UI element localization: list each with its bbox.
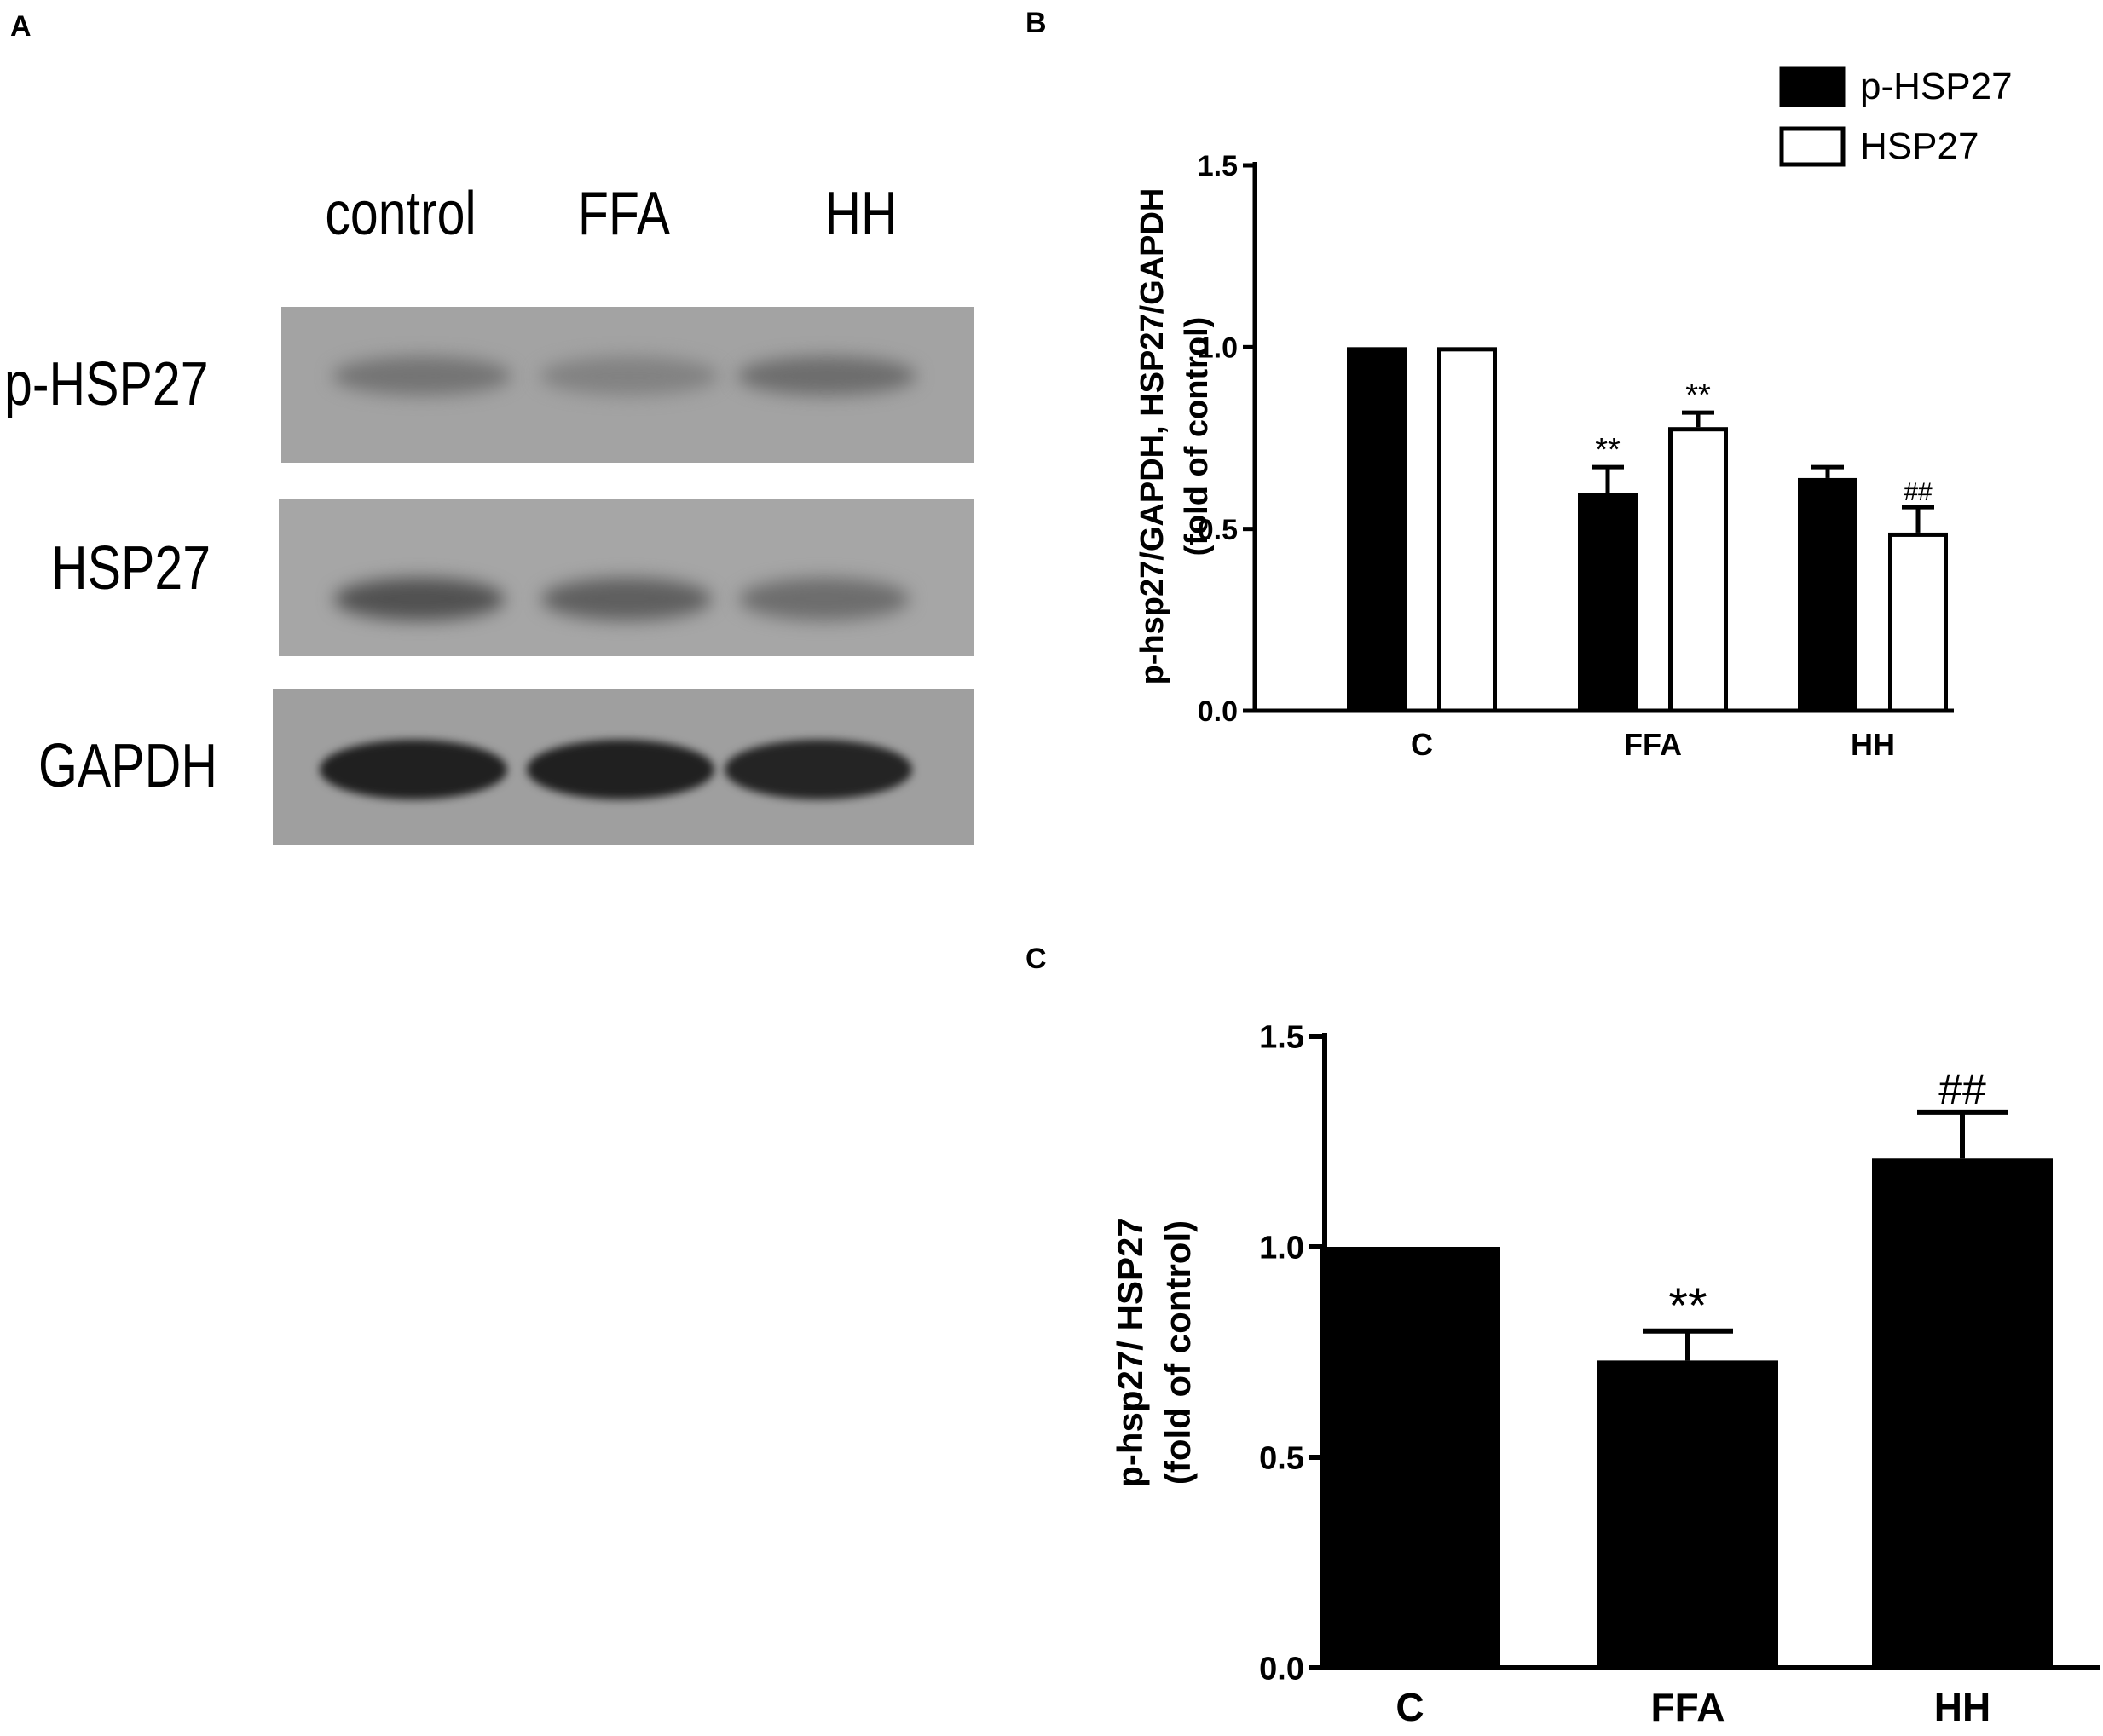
chart-c-significance-mark: ## bbox=[1938, 1065, 1986, 1113]
chart-b-x-tick-label: C bbox=[1411, 727, 1433, 762]
blot-strip-hsp27 bbox=[279, 499, 974, 656]
band-gapdh-2 bbox=[527, 740, 714, 799]
band-p-hsp27-2 bbox=[540, 356, 719, 395]
chart-b-legend: p-HSP27 HSP27 bbox=[1779, 66, 2013, 167]
chart-b-significance-mark: ** bbox=[1685, 378, 1711, 413]
chart-b-x-tick-label: HH bbox=[1851, 727, 1895, 762]
band-gapdh-1 bbox=[320, 740, 507, 799]
chart-b-bar bbox=[1578, 493, 1638, 713]
chart-c-y-axis-label: p-hsp27/ HSP27 bbox=[1110, 1217, 1150, 1487]
band-gapdh-3 bbox=[725, 740, 912, 799]
band-hsp27-3 bbox=[739, 578, 910, 620]
chart-b-significance-mark: ** bbox=[1595, 432, 1621, 468]
chart-b-y-tick-label: 1.5 bbox=[1198, 150, 1238, 182]
lane-label-hh: HH bbox=[824, 180, 898, 248]
panel-a-letter: A bbox=[10, 10, 32, 43]
chart-b-bar bbox=[1798, 477, 1857, 713]
panel-c-letter: C bbox=[1026, 943, 1047, 975]
chart-c-x-tick-label: C bbox=[1395, 1685, 1424, 1729]
chart-b-y-tick-label: 1.0 bbox=[1198, 332, 1238, 365]
legend-swatch-p-hsp27 bbox=[1779, 66, 1846, 107]
blot-strip-p-hsp27 bbox=[281, 307, 974, 463]
chart-b-y-tick-label: 0.0 bbox=[1198, 695, 1238, 728]
chart-c-significance-mark: ** bbox=[1668, 1278, 1707, 1334]
chart-c-y-tick-label: 0.0 bbox=[1259, 1652, 1304, 1687]
chart-b-y-axis-label: (fold of control) bbox=[1179, 317, 1215, 557]
row-label-hsp27: HSP27 bbox=[51, 534, 211, 603]
chart-c-y-tick-label: 1.0 bbox=[1259, 1231, 1304, 1266]
chart-b-y-axis-label: p-hsp27/GAPDH, HSP27/GAPDH bbox=[1135, 188, 1170, 685]
lane-label-control: control bbox=[325, 180, 477, 248]
chart-b-y-tick-label: 0.5 bbox=[1198, 514, 1238, 546]
row-label-p-hsp27: p-HSP27 bbox=[4, 350, 209, 418]
chart-c-x-tick-label: HH bbox=[1934, 1685, 1990, 1729]
chart-b-x-tick-label: FFA bbox=[1624, 727, 1682, 762]
legend-swatch-hsp27 bbox=[1779, 126, 1846, 167]
legend-label-p-hsp27: p-HSP27 bbox=[1860, 66, 2013, 107]
chart-b-bar bbox=[1668, 427, 1728, 713]
band-p-hsp27-3 bbox=[737, 356, 916, 395]
chart-c-y-axis-label: (fold of control) bbox=[1158, 1220, 1198, 1485]
chart-c-y-tick-label: 0.5 bbox=[1259, 1441, 1304, 1477]
row-label-gapdh: GAPDH bbox=[38, 732, 217, 800]
legend-label-hsp27: HSP27 bbox=[1860, 125, 1979, 167]
band-hsp27-2 bbox=[541, 578, 712, 620]
chart-b-bar bbox=[1888, 532, 1948, 713]
panel-b-letter: B bbox=[1026, 7, 1047, 39]
blot-strip-gapdh bbox=[273, 689, 974, 845]
chart-c-bar bbox=[1872, 1158, 2053, 1670]
band-hsp27-1 bbox=[334, 578, 505, 620]
chart-c-x-tick-label: FFA bbox=[1651, 1685, 1725, 1729]
lane-label-ffa: FFA bbox=[577, 180, 671, 248]
chart-c-bar bbox=[1597, 1360, 1778, 1670]
band-p-hsp27-1 bbox=[332, 356, 511, 395]
chart-c-bar bbox=[1320, 1247, 1500, 1670]
chart-b-significance-mark: ## bbox=[1904, 478, 1933, 506]
chart-c-y-tick-label: 1.5 bbox=[1259, 1020, 1304, 1056]
chart-b-bar bbox=[1347, 347, 1407, 713]
chart-b-bar bbox=[1437, 347, 1497, 713]
